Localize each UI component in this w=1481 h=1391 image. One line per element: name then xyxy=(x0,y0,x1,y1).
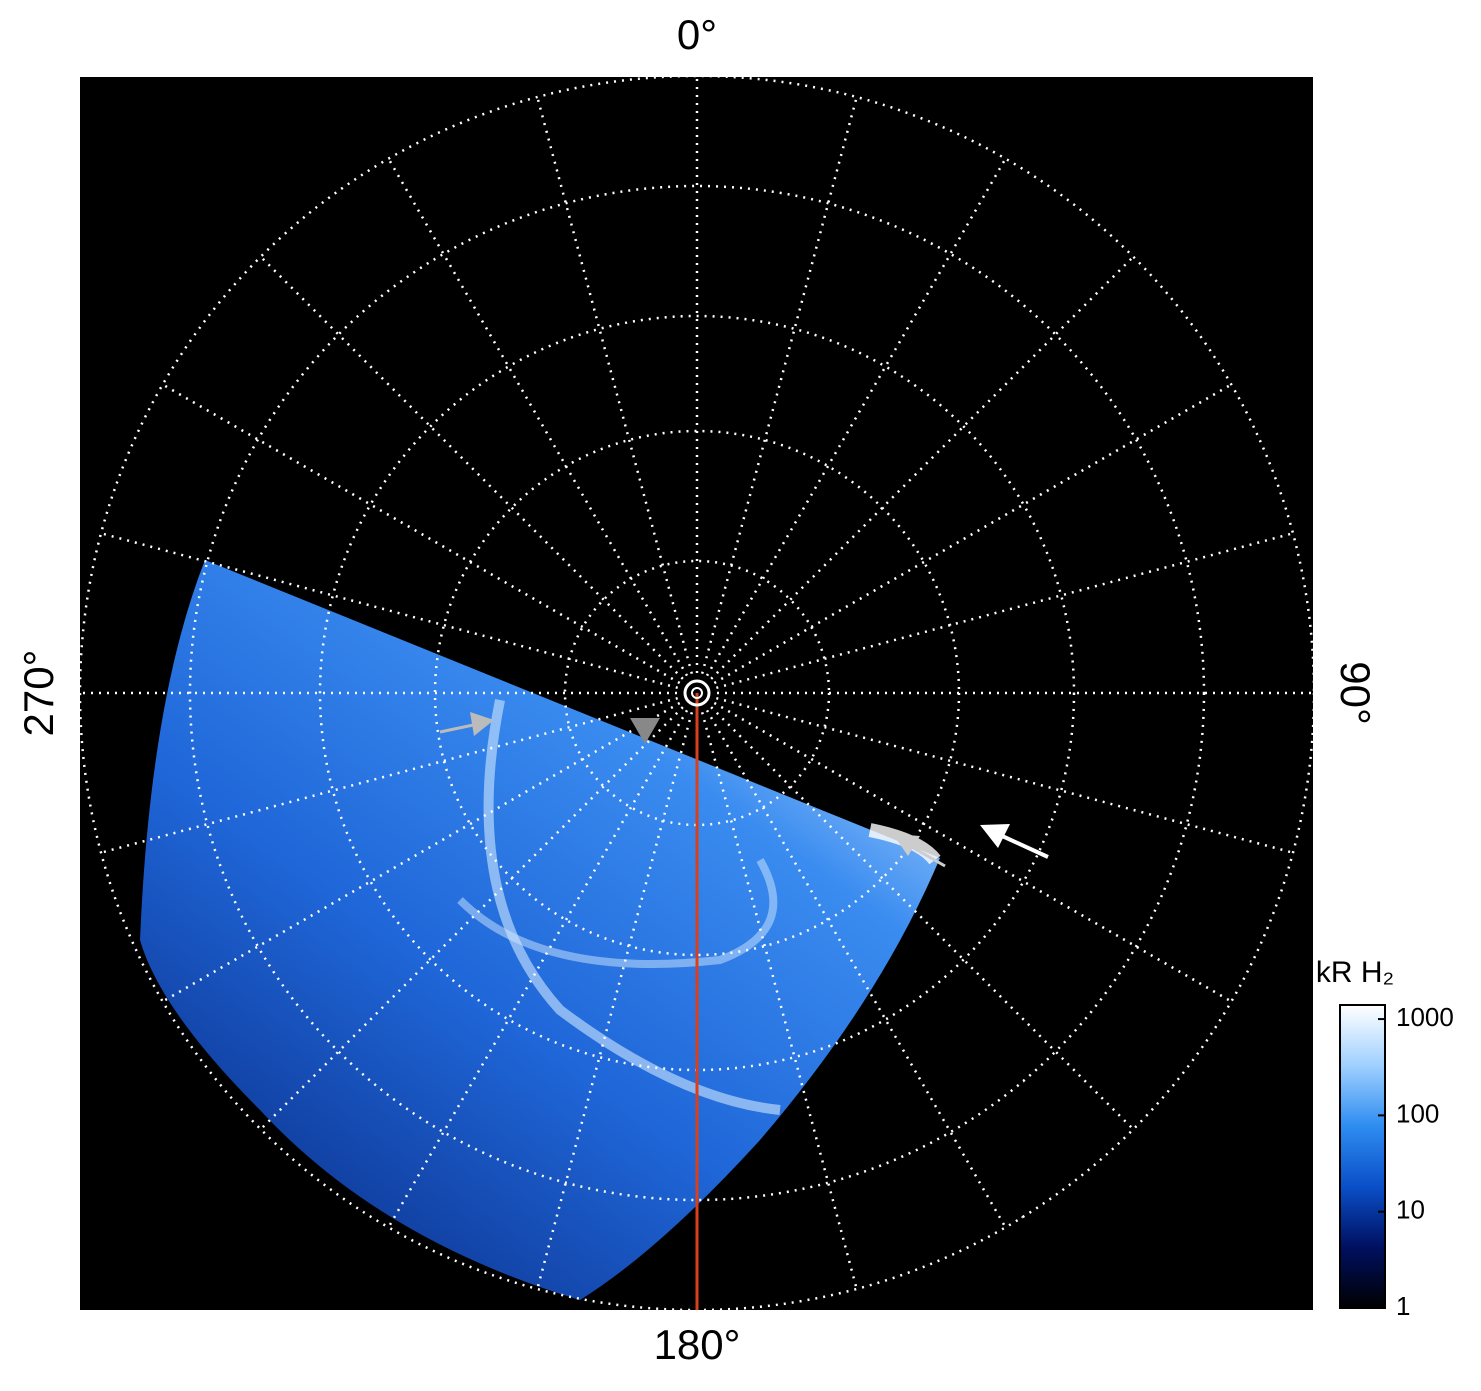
aurora-region xyxy=(140,560,940,1300)
grid-spoke xyxy=(162,701,681,1003)
theta-tick-label: 90° xyxy=(1332,661,1379,725)
grid-spoke xyxy=(387,158,689,677)
grid-spoke xyxy=(715,532,1294,690)
grid-spoke xyxy=(710,706,1135,1131)
colorbar-tick-label: 10 xyxy=(1396,1195,1425,1225)
colorbar xyxy=(1339,1004,1386,1309)
grid-spoke xyxy=(700,711,858,1290)
pole-marker xyxy=(683,679,711,707)
grid-spoke xyxy=(705,709,1007,1228)
arrow xyxy=(999,833,1049,859)
grid-spoke xyxy=(259,706,684,1131)
arrow-head xyxy=(630,718,660,744)
grid-spoke xyxy=(162,383,681,685)
aurora-image xyxy=(140,560,941,1300)
theta-tick-label: 180° xyxy=(654,1321,741,1368)
colorbar-label: kR H₂ xyxy=(1316,956,1394,989)
grid-spoke xyxy=(710,255,1135,680)
grid-spoke xyxy=(705,158,1007,677)
grid-spoke xyxy=(100,532,679,690)
arrow-head xyxy=(893,834,920,856)
grid-circle xyxy=(188,184,1206,1202)
grid-spoke xyxy=(100,696,679,854)
colorbar-tick-label: 1 xyxy=(1396,1291,1410,1321)
grid-circle xyxy=(318,314,1076,1072)
colorbar-tick-label: 100 xyxy=(1396,1098,1439,1128)
pole-marker xyxy=(691,687,703,699)
aurora-arc xyxy=(483,699,781,1115)
arrows xyxy=(439,712,1049,868)
arrow xyxy=(909,844,946,868)
grid-spoke xyxy=(700,96,858,675)
grid-spoke xyxy=(387,709,689,1228)
arrow xyxy=(439,722,479,734)
colorbar-tick-label: 1000 xyxy=(1396,1002,1454,1032)
grid-spoke xyxy=(713,701,1232,1003)
grid-spoke xyxy=(536,711,694,1290)
theta-tick-label: 0° xyxy=(677,11,717,58)
arrow-head xyxy=(470,712,494,736)
grid-spoke xyxy=(715,696,1294,854)
aurora-arc xyxy=(457,858,778,968)
theta-tick-label: 270° xyxy=(15,650,62,737)
grid-spoke xyxy=(259,255,684,680)
grid-spoke xyxy=(713,383,1232,685)
grid-spoke xyxy=(536,96,694,675)
arrow-head xyxy=(980,824,1010,848)
